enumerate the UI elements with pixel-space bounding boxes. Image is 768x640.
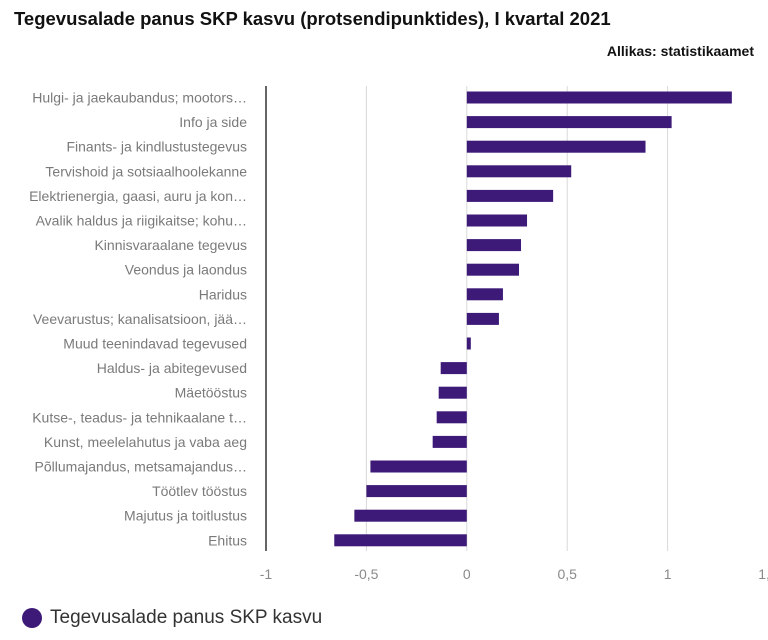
chart-title: Tegevusalade panus SKP kasvu (protsendip… [14,8,611,29]
category-label: Kunst, meelelahutus ja vaba aeg [44,434,247,450]
bar-chart: -1 -0,5 0 0,5 1 1,5 Hulgi- ja jaekaubandus; mo… [29,86,768,582]
x-tick-label: 0 [463,566,471,582]
category-label: Finants- ja kindlustustegevus [66,139,247,155]
x-tick-label: -1 [260,566,273,582]
bar [466,288,503,301]
category-label: Elektrienergia, gaasi, auru ja kon… [29,188,247,204]
chart-source: Allikas: statistikaamet [606,43,754,59]
category-label: Kutse-, teadus- ja tehnikaalane t… [32,409,247,425]
category-label: Ehitus [208,532,247,548]
bar [436,411,467,424]
bar [466,116,672,129]
bar [438,386,467,399]
legend: Tegevusalade panus SKP kasvu [22,607,322,629]
category-label: Avalik haldus ja riigikaitse; kohu… [36,213,247,229]
category-label: Haridus [199,286,247,302]
category-label: Muud teenindavad tegevused [63,336,247,352]
category-label: Töötlev tööstus [152,483,247,499]
bar [466,165,572,178]
category-label: Veondus ja laondus [125,262,247,278]
bar [466,337,471,350]
category-label: Põllumajandus, metsamajandus… [35,459,247,475]
bar [466,189,554,202]
x-tick-label: 1,5 [758,566,768,582]
bar [366,485,467,498]
x-tick-label: 1 [664,566,672,582]
category-label: Hulgi- ja jaekaubandus; mootors… [32,90,247,106]
category-label: Majutus ja toitlustus [124,508,247,524]
category-label: Veevarustus; kanalisatsioon, jää… [33,311,247,327]
category-label: Haldus- ja abitegevused [97,360,247,376]
category-label: Info ja side [179,114,247,130]
bar [354,509,467,522]
bar [432,435,467,448]
x-tick-label: 0,5 [557,566,577,582]
category-label: Mäetööstus [175,385,247,401]
bar [466,91,732,104]
category-label: Tervishoid ja sotsiaalhoolekanne [45,163,247,179]
bar [370,460,467,473]
legend-swatch [22,608,42,628]
bar [466,140,646,153]
bar [466,263,520,276]
x-tick-label: -0,5 [354,566,378,582]
bar [466,312,499,325]
bar [334,534,467,547]
category-label: Kinnisvaraalane tegevus [94,237,247,253]
legend-label: Tegevusalade panus SKP kasvu [50,607,323,628]
bar [440,362,467,375]
bar [466,214,528,227]
bar [466,239,522,252]
